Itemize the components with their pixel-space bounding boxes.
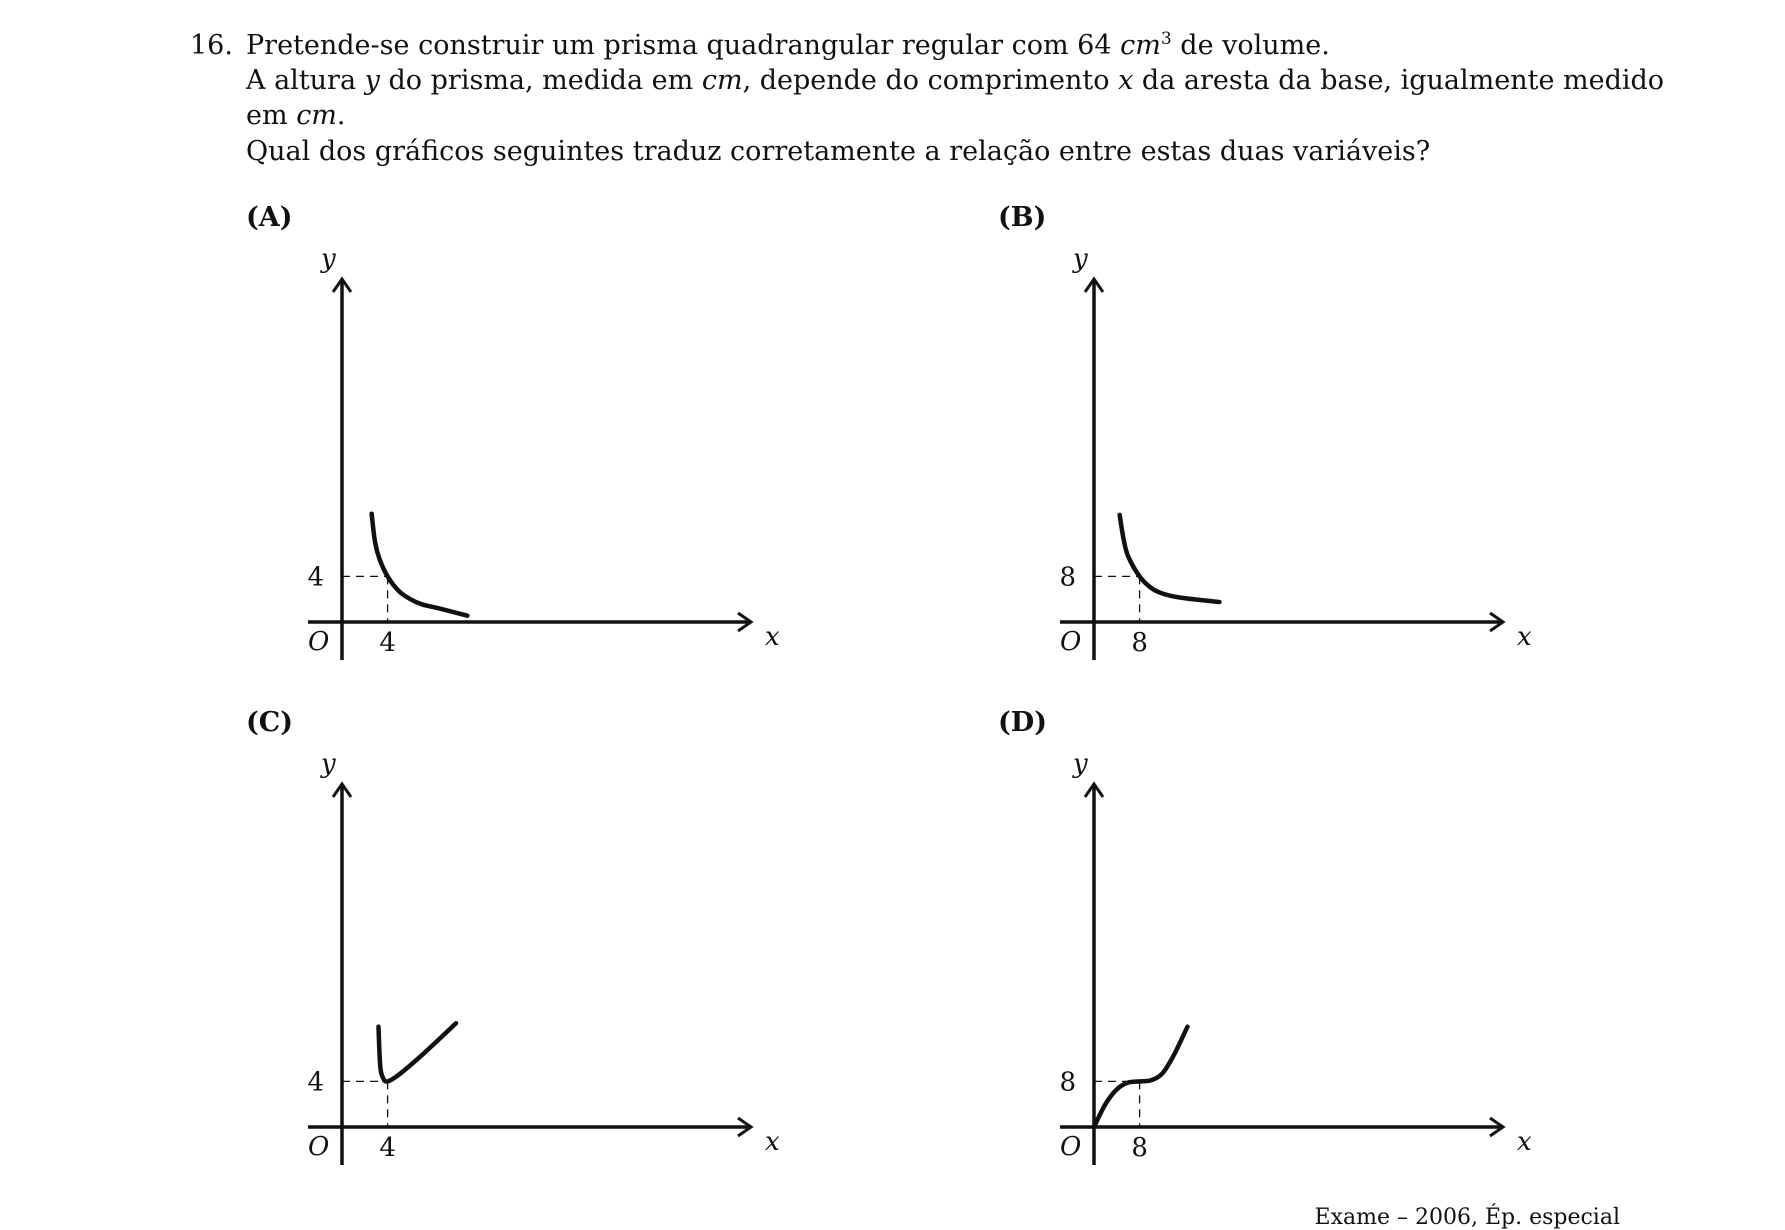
x-axis-arrow bbox=[1489, 1116, 1506, 1138]
y-axis-arrow bbox=[331, 781, 353, 798]
question-line-1: Pretende-se construir um prisma quadrang… bbox=[246, 29, 1330, 61]
option-label-b: (B) bbox=[998, 202, 1047, 233]
graph-d: y x O 8 8 bbox=[1059, 749, 1532, 1165]
x-tick-label: 4 bbox=[379, 628, 396, 658]
x-axis-label: x bbox=[1517, 622, 1532, 652]
origin-label: O bbox=[1060, 1132, 1081, 1162]
function-curve bbox=[376, 1021, 459, 1084]
y-axis-label: y bbox=[1072, 749, 1088, 779]
x-tick-label: 8 bbox=[1131, 1133, 1148, 1163]
option-label-a: (A) bbox=[246, 202, 293, 233]
origin-label: O bbox=[308, 627, 329, 657]
function-curve bbox=[1117, 512, 1222, 605]
y-tick-label: 8 bbox=[1059, 1067, 1076, 1097]
y-axis-label: y bbox=[320, 244, 336, 274]
y-tick-label: 4 bbox=[307, 1067, 324, 1097]
x-axis-arrow bbox=[1489, 611, 1506, 633]
x-axis-label: x bbox=[765, 1127, 780, 1157]
question-line-2: A altura y do prisma, medida em cm, depe… bbox=[246, 65, 1665, 96]
graph-c: y x O 4 4 bbox=[307, 749, 780, 1165]
x-tick-label: 4 bbox=[379, 1133, 396, 1163]
x-axis-label: x bbox=[1517, 1127, 1532, 1157]
option-label-d: (D) bbox=[998, 707, 1047, 738]
question-line-4: Qual dos gráficos seguintes traduz corre… bbox=[246, 136, 1431, 167]
origin-label: O bbox=[308, 1132, 329, 1162]
y-axis-arrow bbox=[1083, 276, 1105, 293]
x-axis-label: x bbox=[765, 622, 780, 652]
y-axis-arrow bbox=[1083, 781, 1105, 798]
source-note: Exame – 2006, Ép. especial bbox=[1314, 1205, 1620, 1230]
y-tick-label: 4 bbox=[307, 562, 324, 592]
x-axis-arrow bbox=[737, 1116, 754, 1138]
y-axis-label: y bbox=[1072, 244, 1088, 274]
y-axis-arrow bbox=[331, 276, 353, 293]
x-axis-arrow bbox=[737, 611, 754, 633]
function-curve bbox=[369, 511, 470, 618]
x-tick-label: 8 bbox=[1131, 628, 1148, 658]
graph-a: y x O 4 4 bbox=[307, 244, 780, 660]
function-curve bbox=[1091, 1024, 1190, 1130]
question-number: 16. bbox=[190, 30, 233, 61]
y-axis-label: y bbox=[320, 749, 336, 779]
option-label-c: (C) bbox=[246, 707, 294, 738]
question-line-3: em cm. bbox=[246, 100, 346, 131]
graph-b: y x O 8 8 bbox=[1059, 244, 1532, 660]
origin-label: O bbox=[1060, 627, 1081, 657]
y-tick-label: 8 bbox=[1059, 562, 1076, 592]
